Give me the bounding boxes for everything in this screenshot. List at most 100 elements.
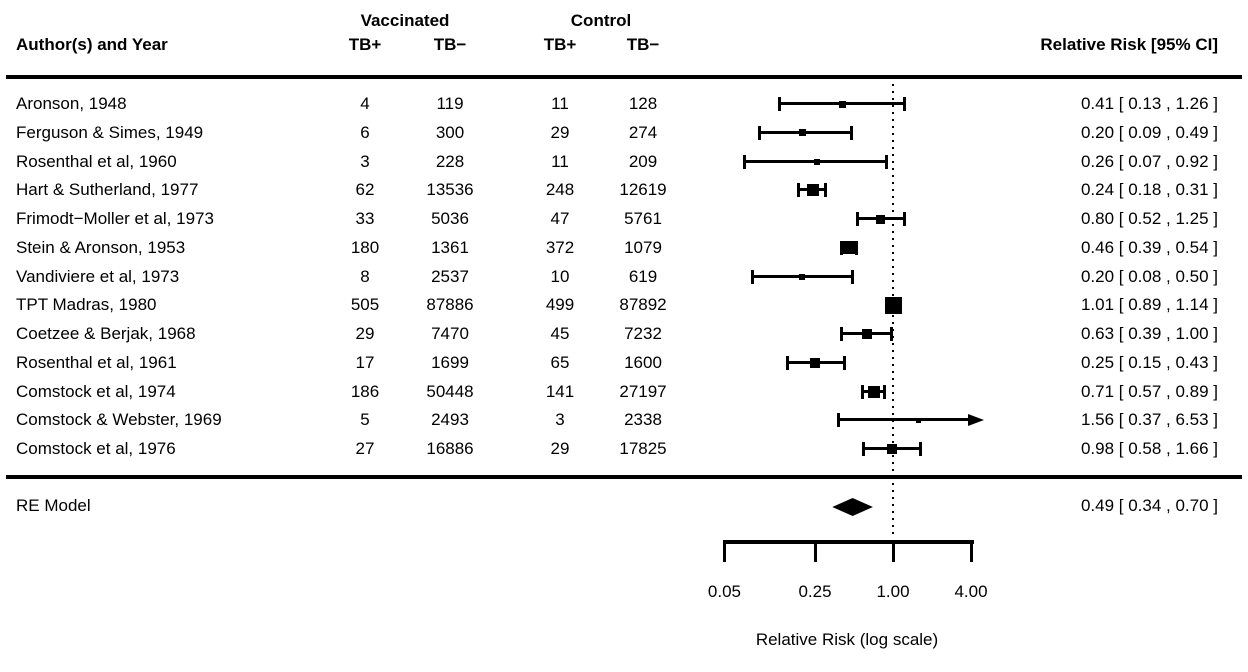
ci-cap-left <box>840 327 844 341</box>
point-estimate-square <box>885 296 903 314</box>
point-estimate-square <box>799 273 806 280</box>
study-ctl-tbneg: 27197 <box>619 381 667 401</box>
study-rr-text: 0.63 [ 0.39 , 1.00 ] <box>1080 324 1218 343</box>
study-ctl-tbpos: 10 <box>550 266 570 286</box>
x-axis-label: Relative Risk (log scale) <box>755 630 939 649</box>
point-estimate-square <box>875 214 885 224</box>
ci-line <box>837 418 968 422</box>
study-author: Ferguson & Simes, 1949 <box>16 122 204 142</box>
ci-cap-left <box>778 97 782 111</box>
point-estimate-square <box>915 417 921 423</box>
study-ctl-tbpos: 47 <box>550 209 570 228</box>
ci-cap-left <box>786 355 790 370</box>
study-vac-tbpos: 180 <box>350 237 380 257</box>
summary-diamond <box>832 498 873 516</box>
study-rr-text: 0.80 [ 0.52 , 1.25 ] <box>1080 209 1218 228</box>
point-estimate-square <box>886 444 897 454</box>
x-axis-tick-label: 4.00 <box>954 582 988 601</box>
x-axis-tick <box>814 540 817 562</box>
ci-cap-right <box>903 97 906 111</box>
ci-cap-right <box>883 384 887 399</box>
x-axis-tick-label: 1.00 <box>876 582 910 601</box>
study-author: Aronson, 1948 <box>16 94 127 113</box>
ci-cap-right <box>842 355 846 370</box>
study-rr-text: 0.71 [ 0.57 , 0.89 ] <box>1080 381 1218 401</box>
point-estimate-square <box>862 329 872 339</box>
column-header-ctl-tbneg: TB− <box>626 35 660 54</box>
ci-cap-right <box>851 269 854 284</box>
ci-cap-left <box>837 413 841 428</box>
study-rr-text: 1.56 [ 0.37 , 6.53 ] <box>1080 410 1218 430</box>
study-ctl-tbpos: 248 <box>545 180 575 200</box>
study-rr-text: 0.25 [ 0.15 , 0.43 ] <box>1080 352 1218 372</box>
study-vac-tbneg: 119 <box>436 94 464 113</box>
study-rr-text: 0.20 [ 0.09 , 0.49 ] <box>1080 122 1218 142</box>
point-estimate-square <box>839 100 847 108</box>
study-vac-tbpos: 33 <box>355 209 375 228</box>
study-author: Coetzee & Berjak, 1968 <box>16 324 196 343</box>
study-ctl-tbneg: 1079 <box>624 237 662 257</box>
study-author: Vandiviere et al, 1973 <box>16 266 180 286</box>
column-header-relative-risk: Relative Risk [95% CI] <box>1040 35 1218 54</box>
study-vac-tbneg: 228 <box>435 151 465 171</box>
study-vac-tbpos: 186 <box>350 381 380 401</box>
study-ctl-tbneg: 12619 <box>619 180 667 200</box>
ci-cap-right <box>890 327 893 341</box>
column-header-vaccinated: Vaccinated <box>360 11 450 30</box>
study-author: Rosenthal et al, 1960 <box>16 151 177 171</box>
study-vac-tbpos: 62 <box>355 180 375 200</box>
study-rr-text: 0.46 [ 0.39 , 0.54 ] <box>1080 237 1218 257</box>
study-vac-tbpos: 4 <box>360 94 370 113</box>
study-ctl-tbpos: 65 <box>550 352 570 372</box>
study-vac-tbpos: 8 <box>360 266 370 286</box>
study-ctl-tbpos: 141 <box>545 381 575 401</box>
study-ctl-tbneg: 5761 <box>624 209 662 228</box>
study-vac-tbpos: 27 <box>355 439 375 458</box>
study-ctl-tbneg: 274 <box>628 122 658 142</box>
point-estimate-square <box>810 357 820 368</box>
ci-cap-right <box>902 212 906 226</box>
study-vac-tbneg: 2493 <box>431 410 469 430</box>
ci-arrow-right <box>968 414 984 427</box>
x-axis-tick-label: 0.05 <box>707 582 741 601</box>
ci-cap-left <box>750 269 754 284</box>
point-estimate-square <box>867 385 880 398</box>
study-vac-tbneg: 50448 <box>426 381 474 401</box>
study-author: Frimodt−Moller et al, 1973 <box>16 209 214 228</box>
study-rr-text: 0.20 [ 0.08 , 0.50 ] <box>1080 266 1218 286</box>
study-ctl-tbpos: 372 <box>545 237 575 257</box>
x-axis-tick <box>723 540 727 562</box>
ci-cap-right <box>885 154 889 169</box>
study-author: Hart & Sutherland, 1977 <box>16 180 199 200</box>
study-rr-text: 1.01 [ 0.89 , 1.14 ] <box>1080 295 1218 315</box>
study-vac-tbneg: 1699 <box>431 352 469 372</box>
study-author: TPT Madras, 1980 <box>16 295 157 315</box>
column-header-vac-tbneg: TB− <box>433 35 467 54</box>
study-ctl-tbneg: 87892 <box>619 295 667 315</box>
study-vac-tbneg: 7470 <box>431 324 469 343</box>
summary-rr-text: 0.49 [ 0.34 , 0.70 ] <box>1080 496 1218 515</box>
ci-cap-left <box>856 212 860 226</box>
x-axis-tick-label: 0.25 <box>798 582 832 601</box>
study-ctl-tbpos: 3 <box>555 410 565 430</box>
study-vac-tbpos: 3 <box>360 151 370 171</box>
column-header-ctl-tbpos: TB+ <box>543 35 577 54</box>
study-ctl-tbpos: 29 <box>550 122 570 142</box>
column-header-vac-tbpos: TB+ <box>348 35 382 54</box>
x-axis-tick <box>970 540 973 562</box>
study-ctl-tbneg: 128 <box>628 94 658 113</box>
study-ctl-tbpos: 11 <box>551 94 569 113</box>
summary-label: RE Model <box>16 496 91 515</box>
header-separator-line <box>6 75 1242 79</box>
study-ctl-tbpos: 11 <box>551 151 569 171</box>
summary-separator-line <box>6 475 1242 479</box>
point-estimate-square <box>842 241 856 255</box>
study-ctl-tbneg: 1600 <box>624 352 662 372</box>
study-ctl-tbneg: 2338 <box>624 410 662 430</box>
study-vac-tbneg: 300 <box>435 122 465 142</box>
study-vac-tbneg: 1361 <box>431 237 469 257</box>
study-ctl-tbneg: 17825 <box>619 439 667 458</box>
study-vac-tbneg: 2537 <box>431 266 469 286</box>
study-author: Stein & Aronson, 1953 <box>16 237 186 257</box>
